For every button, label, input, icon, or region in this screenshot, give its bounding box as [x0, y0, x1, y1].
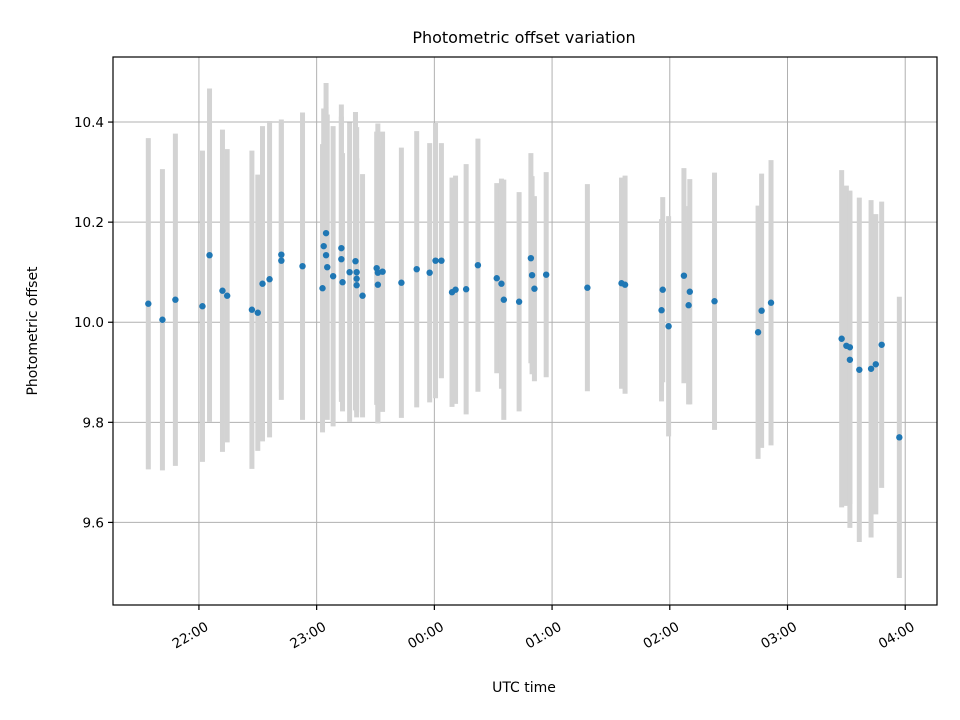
data-point: [223, 292, 231, 299]
data-point: [658, 307, 665, 314]
data-point: [515, 298, 523, 305]
data-point: [338, 255, 345, 263]
data-point: [219, 287, 226, 294]
data-point: [199, 303, 206, 310]
data-point: [659, 286, 666, 293]
data-point: [145, 300, 152, 307]
data-point: [319, 285, 326, 292]
data-point: [278, 257, 285, 264]
data-point: [379, 268, 386, 275]
y-tick-label: 10.2: [74, 215, 104, 231]
data-point: [878, 341, 885, 348]
data-point: [206, 251, 213, 259]
y-tick-label: 10.0: [74, 315, 104, 331]
data-point: [527, 254, 535, 262]
data-point: [438, 257, 445, 264]
data-point: [353, 275, 360, 282]
y-axis: 9.6 9.8 10.0 10.2 10.4: [74, 115, 113, 531]
data-point: [500, 296, 508, 303]
data-point: [338, 244, 345, 252]
data-point: [278, 251, 285, 258]
data-points: [145, 229, 903, 441]
data-point: [359, 292, 366, 299]
data-point: [329, 273, 337, 280]
data-point: [324, 263, 331, 271]
data-point: [374, 281, 382, 288]
y-axis-label: Photometric offset: [25, 266, 41, 396]
data-point: [346, 268, 353, 276]
data-point: [754, 329, 762, 336]
data-point: [531, 285, 538, 292]
data-point: [254, 309, 261, 316]
data-point: [413, 265, 420, 273]
data-point: [248, 306, 256, 313]
data-point: [266, 276, 273, 283]
data-point: [846, 344, 854, 351]
data-point: [867, 365, 875, 372]
data-point: [665, 323, 672, 330]
y-tick-label: 9.8: [83, 415, 104, 431]
data-point: [320, 242, 327, 250]
x-axis-label: UTC time: [492, 680, 556, 696]
data-point: [398, 279, 405, 286]
data-point: [896, 434, 903, 441]
data-point: [846, 356, 854, 363]
data-point: [856, 366, 863, 373]
data-point: [299, 262, 306, 270]
data-point: [474, 261, 482, 269]
data-point: [159, 316, 166, 323]
data-point: [452, 286, 459, 293]
data-point: [339, 279, 346, 286]
data-point: [322, 229, 330, 237]
data-point: [353, 282, 360, 289]
data-point: [621, 281, 629, 288]
data-point: [711, 298, 718, 305]
data-point: [462, 286, 470, 293]
plot-frame: [112, 56, 938, 606]
data-point: [493, 275, 500, 282]
data-point: [872, 361, 879, 368]
y-tick-label: 9.6: [83, 515, 104, 531]
data-point: [767, 299, 775, 306]
data-point: [498, 280, 505, 287]
data-point: [758, 307, 765, 314]
data-point: [584, 284, 591, 291]
data-point: [353, 268, 360, 276]
data-point: [680, 272, 688, 279]
data-point: [426, 269, 433, 276]
data-point: [352, 257, 359, 265]
chart-title: Photometric offset variation: [412, 28, 635, 47]
data-point: [528, 271, 536, 279]
data-point: [432, 257, 439, 264]
data-point: [685, 302, 692, 309]
y-tick-label: 10.4: [74, 115, 104, 131]
data-point: [542, 271, 550, 278]
data-point: [686, 288, 693, 295]
data-point: [322, 251, 330, 259]
data-point: [172, 296, 179, 303]
data-point: [838, 335, 845, 342]
data-point: [259, 280, 266, 287]
